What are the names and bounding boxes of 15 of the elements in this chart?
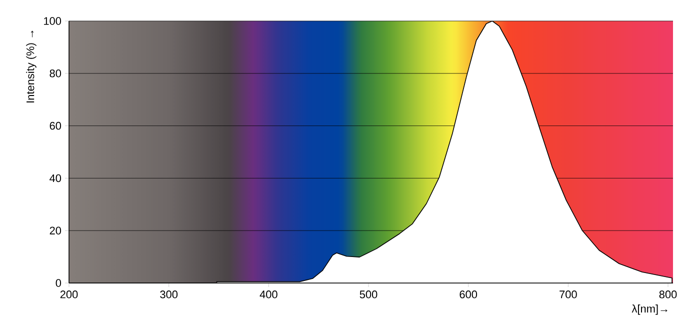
x-tick-label: 600: [460, 290, 478, 298]
x-tick-label: 400: [260, 290, 278, 298]
y-tick-label: 100: [44, 17, 62, 25]
y-tick-label: 80: [50, 70, 62, 78]
y-tick-label: 20: [50, 226, 62, 234]
x-tick-label: 800: [659, 290, 677, 298]
y-tick-label: 0: [56, 279, 62, 287]
y-tick-label: 40: [50, 174, 62, 182]
x-axis-title: λ[nm]→: [632, 304, 668, 315]
x-tick-label: 300: [160, 290, 178, 298]
y-axis-title: Intensity (%) →: [26, 30, 36, 102]
x-tick-label: 500: [360, 290, 378, 298]
y-tick-label: 60: [50, 122, 62, 130]
x-tick-label: 700: [560, 290, 577, 298]
x-tick-label: 200: [60, 290, 78, 298]
